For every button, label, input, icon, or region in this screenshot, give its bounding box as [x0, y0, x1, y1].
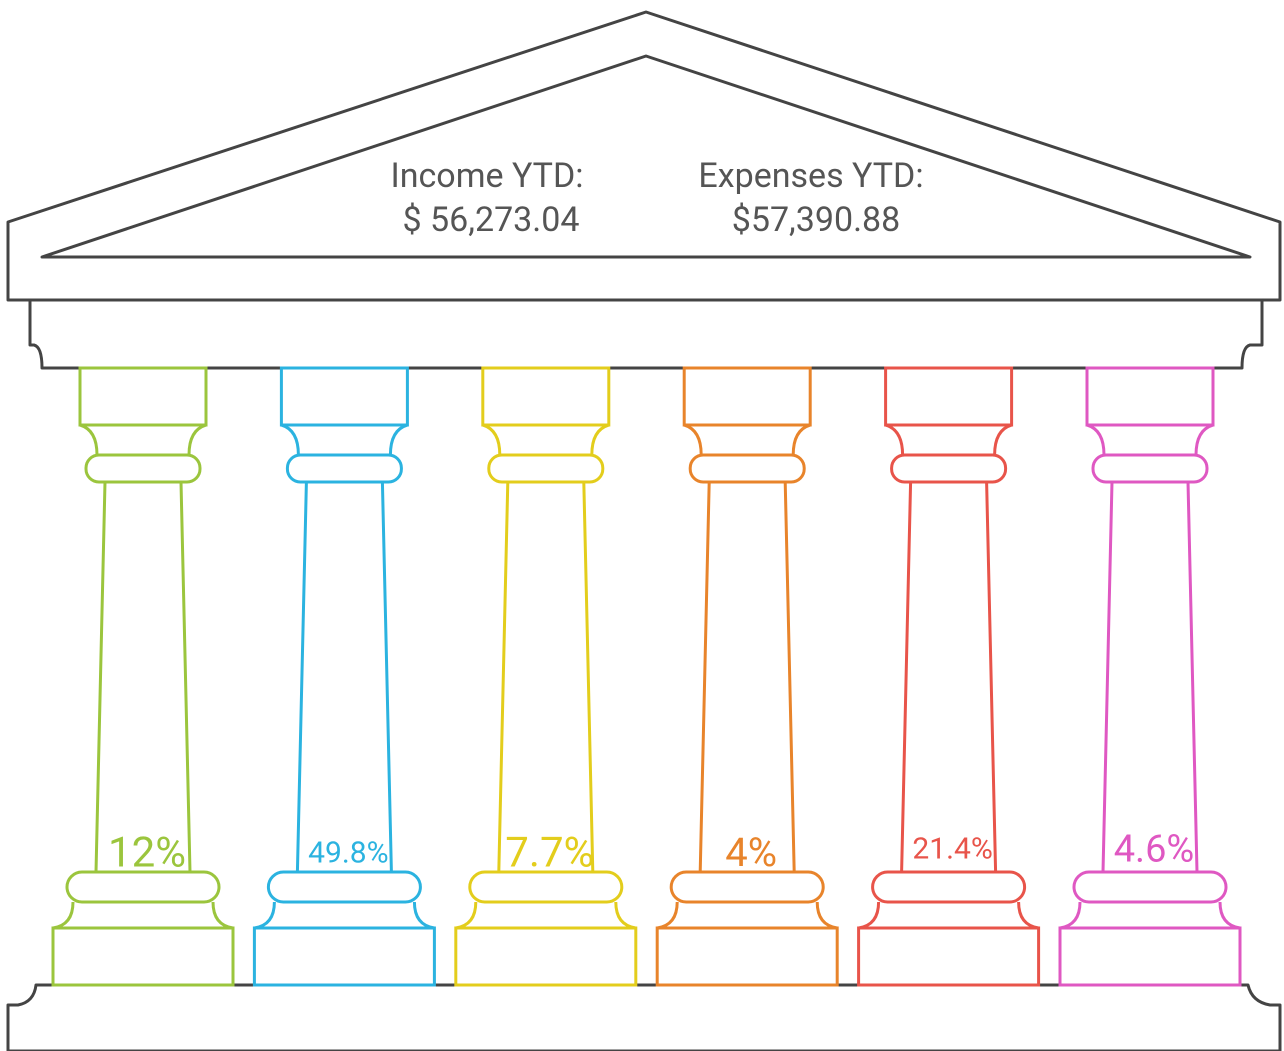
pillar-percent: 12% [108, 829, 186, 878]
pillar-percent: 4.6% [1114, 827, 1195, 871]
pillar-shaft [700, 482, 794, 872]
entablature [30, 300, 1262, 368]
pillar-percent: 49.8% [308, 836, 388, 871]
pillar [254, 368, 434, 985]
base [8, 985, 1280, 1051]
pillar-lower-ring [1074, 872, 1226, 902]
pillar-capital [684, 368, 810, 425]
pillar-upper-ring [86, 455, 200, 482]
pillar-base [53, 928, 233, 985]
pillar [859, 368, 1039, 985]
pillar-flare [254, 902, 434, 928]
pillar-lower-ring [671, 872, 823, 902]
pillar-shaft [1103, 482, 1197, 872]
pillar-neck [1087, 425, 1213, 455]
expenses-value: $57,390.88 [732, 200, 901, 240]
income-label: Income YTD: [390, 156, 583, 196]
expenses-label: Expenses YTD: [698, 156, 923, 196]
pillar [1060, 368, 1240, 985]
pillar-upper-ring [1093, 455, 1207, 482]
pillar-capital [886, 368, 1012, 425]
pillar-base [254, 928, 434, 985]
pillar-upper-ring [892, 455, 1006, 482]
pillar-flare [657, 902, 837, 928]
pillar-base [859, 928, 1039, 985]
pillar-shaft [297, 482, 391, 872]
pillar-base [456, 928, 636, 985]
pillar-neck [80, 425, 206, 455]
pillar-shaft [96, 482, 190, 872]
temple-diagram: Income YTD: $ 56,273.04 Expenses YTD: $5… [0, 0, 1284, 1051]
pillar-base [657, 928, 837, 985]
pillar-percent: 7.7% [505, 829, 594, 878]
pillar-neck [684, 425, 810, 455]
pillar [456, 368, 636, 985]
pillar-flare [53, 902, 233, 928]
pillar-capital [80, 368, 206, 425]
income-value: $ 56,273.04 [403, 200, 580, 240]
page: Income YTD: $ 56,273.04 Expenses YTD: $5… [0, 0, 1284, 1051]
pillar-capital [483, 368, 609, 425]
pillar-lower-ring [873, 872, 1025, 902]
pillars: 12% 49.8% 7.7% 4% 21.4% 4.6% [53, 368, 1240, 985]
pillar-neck [886, 425, 1012, 455]
pillar-capital [1087, 368, 1213, 425]
pillar-neck [483, 425, 609, 455]
pillar-flare [1060, 902, 1240, 928]
pillar-lower-ring [268, 872, 420, 902]
pillar-shaft [499, 482, 593, 872]
pillar-upper-ring [690, 455, 804, 482]
pillar-base [1060, 928, 1240, 985]
pillar-upper-ring [287, 455, 401, 482]
pillar [657, 368, 837, 985]
pillar-upper-ring [489, 455, 603, 482]
pillar-flare [859, 902, 1039, 928]
pillar [53, 368, 233, 985]
pillar-percent: 4% [725, 829, 777, 876]
pillar-capital [281, 368, 407, 425]
pillar-flare [456, 902, 636, 928]
pillar-neck [281, 425, 407, 455]
pillar-percent: 21.4% [912, 832, 992, 867]
pillar-shaft [902, 482, 996, 872]
